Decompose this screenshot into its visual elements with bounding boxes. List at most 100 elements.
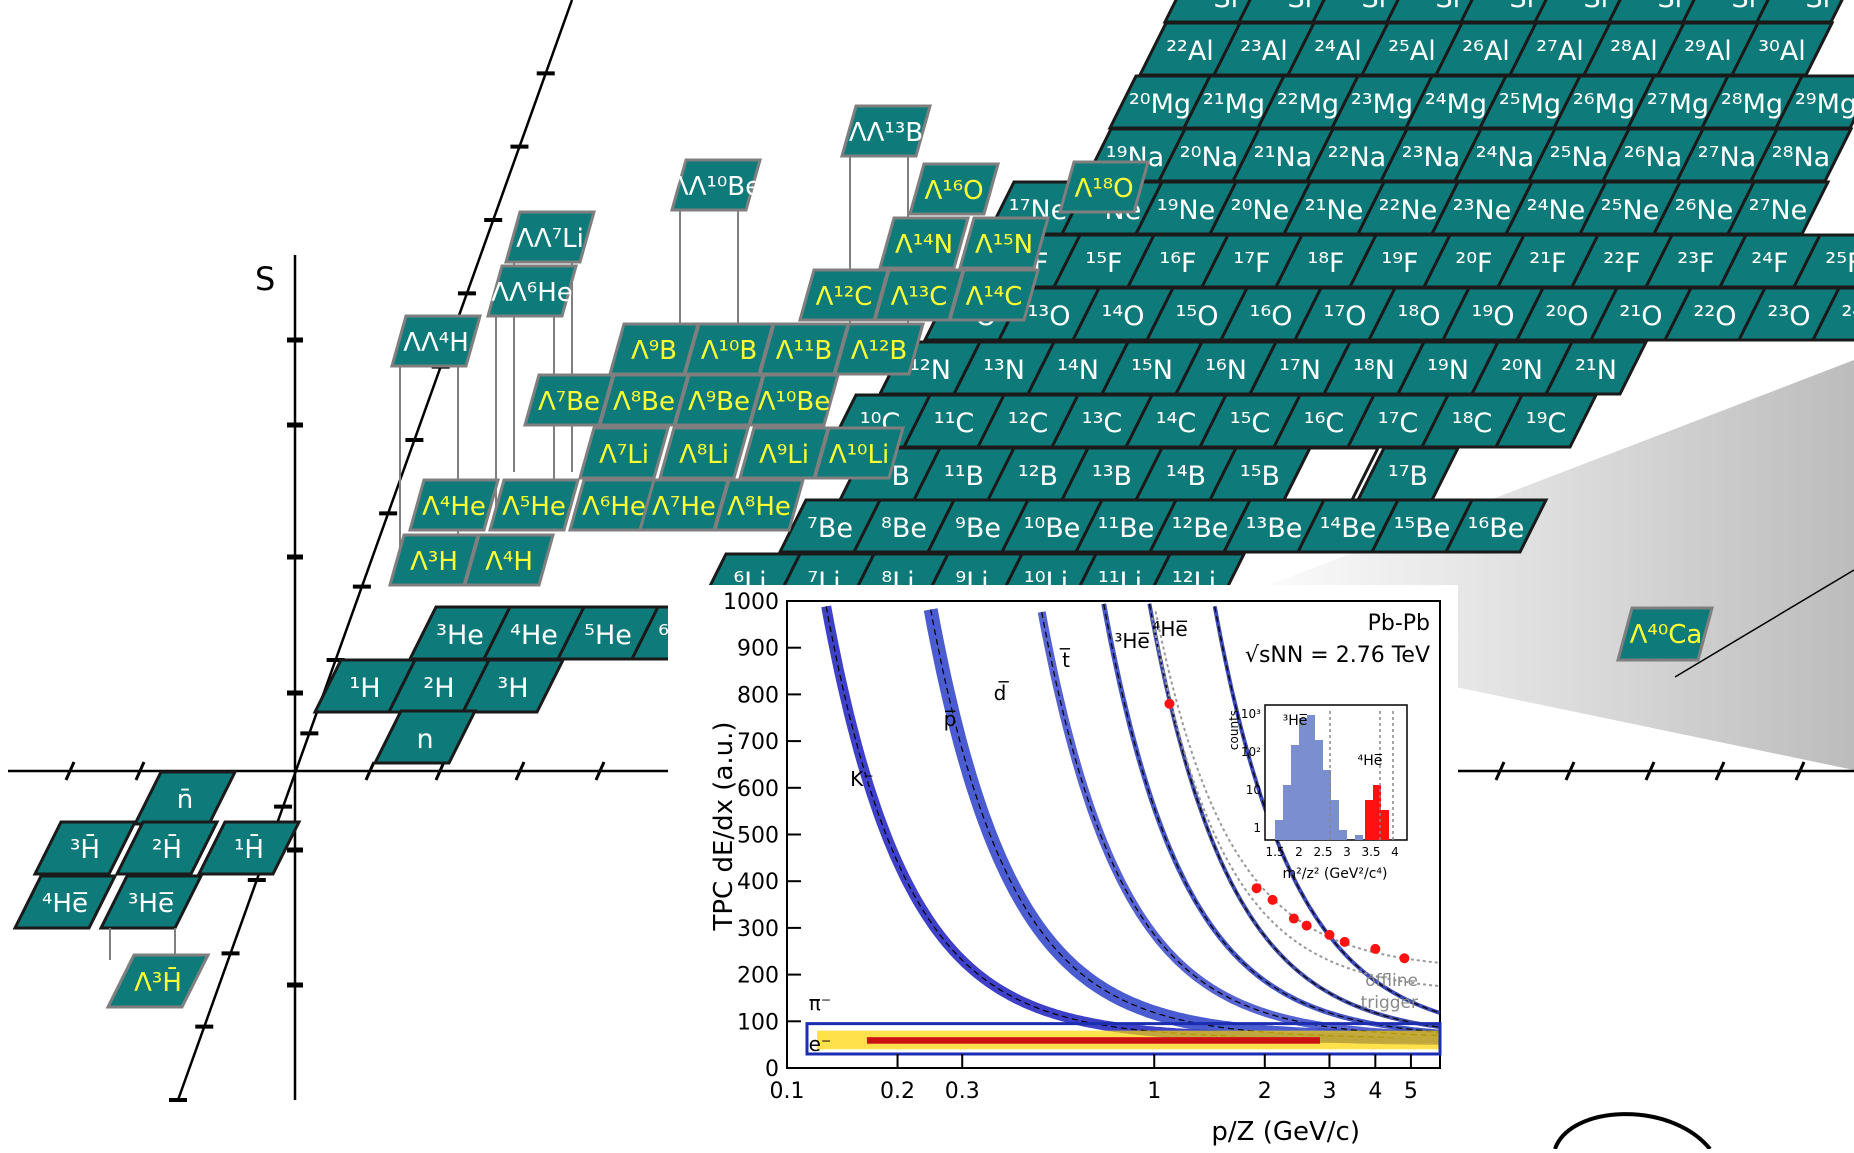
nuclide-tile: [372, 709, 478, 765]
nuclide-label: ¹⁵C: [1230, 408, 1271, 439]
antinuclide-tile-label: ²H̄: [152, 833, 182, 865]
mini-bar-blue: [1291, 745, 1299, 840]
axis-label-s: S: [255, 260, 275, 298]
mini-bar-blue: [1307, 715, 1315, 840]
single-hyper-tile: [658, 426, 750, 480]
x-tick: [1564, 761, 1576, 781]
single-hyper-tile: [813, 426, 905, 480]
nuclide-label: ¹¹Be: [1098, 513, 1155, 544]
nuclide-label: ²²O: [1694, 301, 1737, 332]
nuclide-label: ²²Al: [1166, 36, 1214, 67]
single-hyper-tile-label: Λ¹⁵N: [975, 230, 1033, 260]
single-hyper-tile-label: Λ¹⁴C: [966, 282, 1023, 312]
single-hyper-tile-label: Λ¹²C: [816, 282, 873, 312]
nuclide-label: ²H: [423, 673, 454, 704]
double-hyper-tile: [486, 264, 578, 318]
single-hyper-tile: [958, 216, 1050, 270]
nuclide-label: ¹⁹N: [1427, 355, 1469, 386]
nuclide-label: ¹⁶N: [1205, 355, 1247, 386]
nuclide-label: ²⁵Al: [1388, 36, 1436, 67]
curve-label: d̅: [994, 680, 1010, 705]
antinuclide-tile-label: ¹H̄: [234, 833, 264, 865]
nuclide-label: ²⁵Na: [1550, 142, 1608, 173]
nuclide-label: ²⁰Ne: [1231, 195, 1289, 226]
y-tick-label: 0: [765, 1057, 779, 1082]
antihelium4-point: [1370, 943, 1381, 954]
y-tick-label: 900: [737, 637, 779, 662]
double-hyper-label: ΛΛ⁴H: [403, 328, 469, 358]
nuclide-label: ¹⁵B: [1240, 461, 1280, 492]
y-tick-label: 500: [737, 824, 779, 849]
offline-label: offline: [1365, 971, 1418, 991]
z-axis: [176, 0, 574, 1101]
nuclide-label: ²²Mg: [1277, 89, 1339, 120]
nuclide-label: ¹²B: [1018, 461, 1058, 492]
mini-y-tick: 10³: [1241, 707, 1261, 721]
nuclide-label: ²⁸Na: [1772, 142, 1830, 173]
nuclide-label: ¹⁶O: [1250, 301, 1293, 332]
nuclide-label: ²²F: [1603, 248, 1640, 279]
mini-bar-red: [1365, 800, 1373, 840]
single-hyper-tile: [833, 322, 925, 376]
mini-y-tick: 10²: [1241, 745, 1261, 759]
energy-loss-band: [1101, 603, 1441, 1035]
single-hyper-tile: [463, 533, 555, 587]
single-hyper-tile-label: Λ¹²B: [851, 336, 907, 366]
curve-label: π⁻: [809, 991, 832, 1015]
x-tick: [64, 761, 76, 781]
single-hyper-tile-label: Λ⁶He: [582, 492, 646, 522]
antinuclide-tile: [98, 874, 204, 930]
antimatter-layer: n̄ ³H̄ ²H̄ ¹H̄ ⁴He̅ ³He̅ Λ³H̄: [12, 770, 302, 1009]
single-hyper-tile: [488, 478, 580, 532]
single-hyper-tile: [878, 216, 970, 270]
nuclide-label: ²⁹Mg: [1795, 89, 1854, 120]
x-tick: [1494, 761, 1506, 781]
nuclide-label: ¹⁶F: [1159, 248, 1196, 279]
y-tick-label: 100: [737, 1010, 779, 1035]
mini-bar-red: [1381, 810, 1389, 840]
nuclide-label: ¹⁰Be: [1024, 513, 1081, 544]
antinuclide-tile: [114, 820, 220, 876]
antihelium4-point: [1164, 698, 1175, 709]
nuclide-label: ²⁰F: [1455, 248, 1492, 279]
nuclide-label: ¹⁴N: [1057, 355, 1099, 386]
nuclide-label: ⁸Be: [881, 513, 927, 544]
nuclide-label: ²²Ne: [1379, 195, 1437, 226]
nuclide-label: ²³Na: [1402, 142, 1460, 173]
single-hyper-tile-label: Λ¹⁴N: [895, 230, 953, 260]
antihelium4-point: [1267, 894, 1278, 905]
nuclide-label: ²⁵Mg: [1499, 89, 1561, 120]
nuclide-label: ³H: [497, 673, 528, 704]
single-hyper-tile: [908, 162, 1000, 216]
nuclide-label: ²⁷Ne: [1749, 195, 1807, 226]
nuclide-label: ²⁷Mg: [1647, 89, 1709, 120]
inset-y-label: TPC dE/dx (a.u.): [709, 721, 739, 931]
nuclide-tile: [460, 658, 566, 714]
x-tick-label: 0.3: [945, 1079, 980, 1104]
nuclide-label: ²⁴Ne: [1527, 195, 1585, 226]
mini-bar-blue: [1315, 740, 1323, 840]
nuclide-label: ¹⁶C: [1304, 408, 1345, 439]
single-hyper-tile-label: Λ⁷Li: [599, 440, 649, 470]
nuclide-label: ²³O: [1768, 301, 1811, 332]
nuclide-label: ²⁰Na: [1180, 142, 1238, 173]
nuclide-label: ¹³C: [1082, 408, 1123, 439]
antihelium4-point: [1251, 883, 1262, 894]
nuclide-label: ¹⁵N: [1131, 355, 1173, 386]
x-tick: [434, 761, 446, 781]
single-hyper-tile-label: Λ¹⁰Be: [758, 387, 830, 417]
nuclide-label: ²¹O: [1620, 301, 1663, 332]
single-hyper-tile-label: Λ¹⁸O: [1074, 174, 1133, 204]
single-hyper-tile-label: Λ⁹B: [631, 336, 677, 366]
mini-x-tick: 3.5: [1361, 845, 1380, 859]
y-tick-label: 400: [737, 870, 779, 895]
mini-y-tick: 1: [1253, 821, 1261, 835]
nuclide-label: ²⁸Al: [1610, 36, 1658, 67]
antihelium4-point: [1339, 936, 1350, 947]
nuclide-label: ²³Al: [1240, 36, 1288, 67]
curve-label: p̅: [944, 707, 957, 731]
single-hyper-tile: [578, 426, 670, 480]
mini-bar-blue: [1299, 718, 1307, 840]
mini-bar-blue: [1323, 770, 1331, 840]
nuclide-tile: [1810, 286, 1854, 342]
